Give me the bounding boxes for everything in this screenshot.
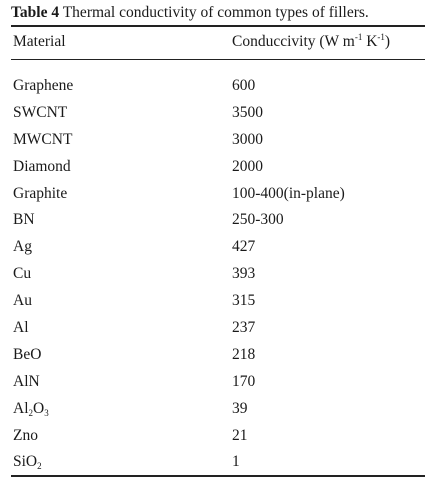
material-cell: Diamond bbox=[13, 157, 71, 175]
table-row: SiO2 1 bbox=[0, 449, 434, 476]
value-cell: 2000 bbox=[232, 157, 263, 175]
material-cell: Cu bbox=[13, 265, 32, 283]
value-cell: 315 bbox=[232, 292, 256, 310]
value-cell: 250-300 bbox=[232, 211, 284, 229]
material-cell: SWCNT bbox=[13, 103, 68, 121]
value-cell: 427 bbox=[232, 238, 256, 256]
table-caption-label: Table 4 bbox=[11, 4, 60, 21]
value-cell: 100-400(in-plane) bbox=[232, 184, 345, 202]
table-row: Au 315 bbox=[0, 288, 434, 315]
material-cell: Ag bbox=[13, 238, 32, 256]
material-cell: BeO bbox=[13, 345, 42, 363]
table-caption-text: Thermal conductivity of common types of … bbox=[62, 4, 369, 21]
top-rule bbox=[11, 25, 425, 27]
table-row: Zno 21 bbox=[0, 423, 434, 450]
table-row: SWCNT 3500 bbox=[0, 100, 434, 127]
table-row: Graphene 600 bbox=[0, 73, 434, 100]
material-cell: MWCNT bbox=[13, 130, 73, 148]
table-row: Al 237 bbox=[0, 315, 434, 342]
value-cell: 39 bbox=[232, 399, 248, 417]
table-row: MWCNT 3000 bbox=[0, 127, 434, 154]
value-cell: 218 bbox=[232, 345, 256, 363]
table-row: Cu 393 bbox=[0, 261, 434, 288]
material-cell: Graphite bbox=[13, 184, 68, 202]
table-row: Ag 427 bbox=[0, 234, 434, 261]
table-caption: Table 4 Thermal conductivity of common t… bbox=[11, 3, 369, 23]
material-cell: BN bbox=[13, 211, 35, 229]
bottom-rule bbox=[11, 475, 425, 477]
table-row: BN 250-300 bbox=[0, 207, 434, 234]
value-cell: 393 bbox=[232, 265, 256, 283]
table-row: BeO 218 bbox=[0, 342, 434, 369]
value-cell: 3000 bbox=[232, 130, 263, 148]
material-cell: Graphene bbox=[13, 77, 74, 94]
value-cell: 21 bbox=[232, 426, 248, 444]
header-conductivity: Conduccivity (W m-1 K-1) bbox=[232, 32, 391, 51]
value-cell: 3500 bbox=[232, 103, 263, 121]
value-cell: 237 bbox=[232, 319, 256, 337]
table-row: AlN 170 bbox=[0, 369, 434, 396]
value-cell: 1 bbox=[232, 453, 240, 471]
material-cell: Au bbox=[13, 292, 32, 310]
material-cell: AlN bbox=[13, 372, 40, 390]
table-header-row: Material Conduccivity (W m-1 K-1) bbox=[0, 29, 434, 55]
value-cell: 170 bbox=[232, 372, 256, 390]
table-row: Graphite 100-400(in-plane) bbox=[0, 181, 434, 208]
table-row: Diamond 2000 bbox=[0, 154, 434, 181]
header-material: Material bbox=[13, 33, 66, 50]
material-cell: SiO2 bbox=[13, 453, 42, 472]
material-cell: Al bbox=[13, 319, 29, 337]
value-cell: 600 bbox=[232, 77, 256, 94]
table-body: Graphene 600 SWCNT 3500 MWCNT 3000 Diamo… bbox=[0, 73, 434, 476]
header-rule bbox=[11, 59, 425, 60]
table-row: Al2O3 39 bbox=[0, 396, 434, 423]
material-cell: Zno bbox=[13, 426, 38, 444]
material-cell: Al2O3 bbox=[13, 399, 49, 418]
